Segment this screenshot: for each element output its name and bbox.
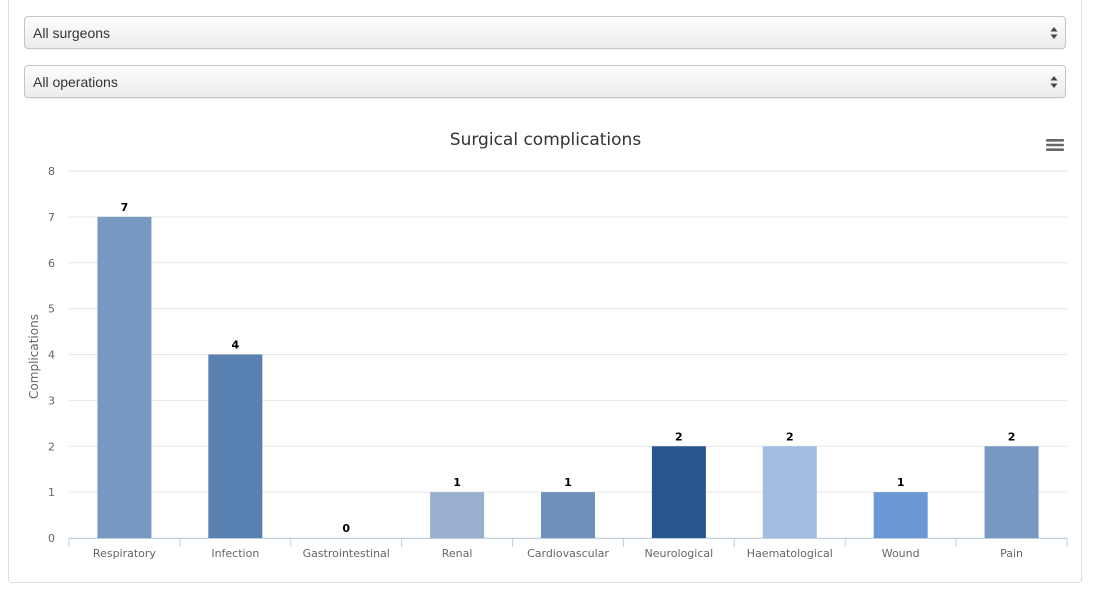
data-label: 1	[564, 476, 572, 489]
chart-plot-area: 0 1 2 3 4 5 6 7 8 7 Respiratory 4 Infection 0 Gastroin…	[27, 165, 1068, 560]
y-tick-label: 1	[48, 486, 55, 499]
x-tick-label: Wound	[882, 547, 920, 560]
y-tick-label: 8	[48, 165, 55, 178]
data-label: 2	[786, 430, 794, 443]
y-tick-label: 0	[48, 532, 55, 545]
x-tick-label: Cardiovascular	[527, 547, 609, 560]
bar-respiratory	[97, 216, 152, 538]
y-axis-title: Complications	[27, 314, 41, 399]
bar-pain	[984, 446, 1039, 538]
up-down-caret-icon	[1050, 76, 1058, 88]
data-label: 1	[453, 476, 461, 489]
chart-title: Surgical complications	[449, 130, 642, 150]
data-label: 2	[675, 430, 683, 443]
data-label: 2	[1008, 430, 1016, 443]
data-label: 1	[897, 476, 905, 489]
bar-haematological	[762, 446, 817, 538]
hamburger-menu-icon[interactable]	[1046, 138, 1064, 152]
x-tick-label: Respiratory	[93, 547, 157, 560]
bar-cardiovascular	[541, 492, 595, 538]
bar-wound	[873, 492, 928, 538]
surgeon-select-value: All surgeons	[33, 25, 111, 41]
x-tick-label: Renal	[442, 547, 473, 560]
y-tick-label: 3	[48, 394, 55, 407]
operation-select[interactable]: All operations	[24, 65, 1066, 98]
y-tick-label: 7	[48, 211, 55, 224]
data-label: 4	[232, 339, 240, 352]
y-tick-label: 6	[48, 257, 55, 270]
bar-chart: Surgical complications 0 1 2 3 4 5 6 7 8 7 Respira…	[24, 115, 1079, 570]
y-tick-label: 2	[48, 440, 55, 453]
bar-neurological	[651, 446, 706, 538]
data-label: 0	[342, 522, 350, 535]
surgeon-select[interactable]: All surgeons	[24, 16, 1066, 49]
bar-renal	[430, 492, 485, 538]
x-tick-label: Infection	[211, 547, 259, 560]
bar-infection	[208, 354, 263, 538]
y-tick-label: 5	[48, 303, 55, 316]
x-tick-label: Pain	[1000, 547, 1023, 560]
x-tick-label: Gastrointestinal	[303, 547, 390, 560]
x-tick-label: Haematological	[747, 547, 833, 560]
x-tick-label: Neurological	[645, 547, 714, 560]
up-down-caret-icon	[1050, 27, 1058, 39]
operation-select-value: All operations	[33, 74, 118, 90]
y-tick-label: 4	[48, 349, 55, 362]
data-label: 7	[121, 201, 129, 214]
